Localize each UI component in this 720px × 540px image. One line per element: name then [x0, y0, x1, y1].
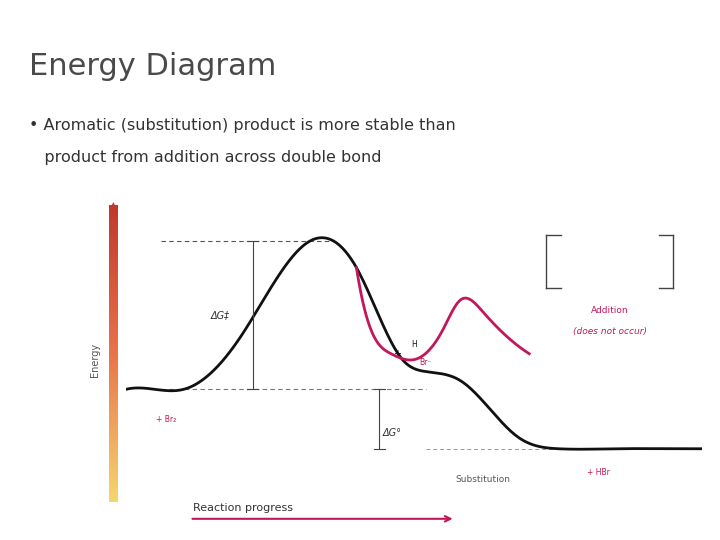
- Text: ΔG‡: ΔG‡: [211, 310, 230, 320]
- Text: Addition: Addition: [591, 306, 629, 315]
- Text: ΔG°: ΔG°: [382, 428, 401, 438]
- Text: Energy: Energy: [91, 342, 100, 377]
- Text: • Aromatic (substitution) product is more stable than: • Aromatic (substitution) product is mor…: [29, 118, 456, 133]
- Text: product from addition across double bond: product from addition across double bond: [29, 150, 382, 165]
- Text: Reaction progress: Reaction progress: [194, 503, 293, 514]
- Text: (does not occur): (does not occur): [573, 327, 647, 336]
- Text: Substitution: Substitution: [456, 475, 510, 484]
- Text: +: +: [392, 349, 401, 359]
- Text: + Br₂: + Br₂: [156, 415, 176, 423]
- Text: Energy Diagram: Energy Diagram: [29, 52, 276, 81]
- Text: Br⁻: Br⁻: [419, 358, 432, 367]
- Text: + HBr: + HBr: [587, 468, 610, 477]
- Text: H: H: [411, 340, 417, 349]
